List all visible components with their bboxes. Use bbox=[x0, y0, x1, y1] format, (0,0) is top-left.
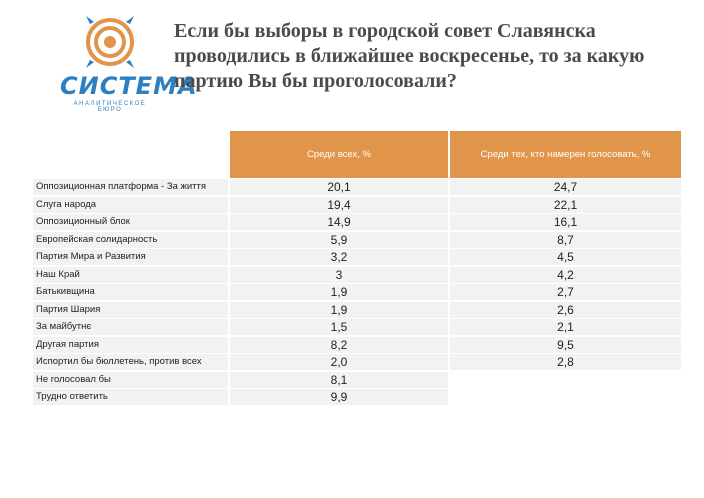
table-row: За майбутнє 1,5 2,1 bbox=[33, 318, 681, 336]
logo-subtitle: АНАЛИТИЧЕСКОЕ БЮРО bbox=[73, 101, 147, 113]
value-voters: 4,2 bbox=[450, 266, 681, 283]
value-all: 8,1 bbox=[230, 371, 448, 388]
table-row: Другая партия 8,2 9,5 bbox=[33, 336, 681, 354]
table-row: Наш Край 3 4,2 bbox=[33, 266, 681, 284]
page-title: Если бы выборы в городской совет Славянс… bbox=[174, 20, 645, 92]
party-label: Европейская солидарность bbox=[33, 231, 228, 248]
table-row: Оппозиционный блок 14,9 16,1 bbox=[33, 213, 681, 231]
value-voters: 2,8 bbox=[450, 354, 681, 370]
value-all: 20,1 bbox=[230, 179, 448, 195]
table-row: Трудно ответить 9,9 bbox=[33, 388, 681, 406]
party-label: Партия Шария bbox=[33, 301, 228, 318]
party-label: Оппозиционный блок bbox=[33, 214, 228, 230]
table-row: Оппозиционная платформа - За життя 20,1 24… bbox=[33, 178, 681, 196]
party-label: За майбутнє bbox=[33, 319, 228, 335]
table-row: Не голосовал бы 8,1 bbox=[33, 371, 681, 389]
value-all: 2,0 bbox=[230, 354, 448, 370]
value-voters: 8,7 bbox=[450, 231, 681, 248]
header-all: Среди всех, % bbox=[230, 131, 448, 178]
value-voters: 16,1 bbox=[450, 214, 681, 230]
results-table: Среди всех, % Среди тех, кто намерен гол… bbox=[33, 131, 681, 406]
party-label: Трудно ответить bbox=[33, 389, 228, 405]
value-all: 3 bbox=[230, 266, 448, 283]
value-all: 1,5 bbox=[230, 319, 448, 335]
value-all: 1,9 bbox=[230, 284, 448, 300]
logo-name: СИСТЕМА bbox=[60, 72, 198, 100]
value-voters: 2,6 bbox=[450, 301, 681, 318]
party-label: Другая партия bbox=[33, 336, 228, 353]
table-header: Среди всех, % Среди тех, кто намерен гол… bbox=[33, 131, 681, 178]
party-label: Наш Край bbox=[33, 266, 228, 283]
table-row: Слуга народа 19,4 22,1 bbox=[33, 196, 681, 214]
value-voters: 9,5 bbox=[450, 336, 681, 353]
target-icon bbox=[86, 16, 134, 68]
header-voters: Среди тех, кто намерен голосовать, % bbox=[450, 131, 681, 178]
value-voters: 2,1 bbox=[450, 319, 681, 335]
value-all: 5,9 bbox=[230, 231, 448, 248]
logo: СИСТЕМА АНАЛИТИЧЕСКОЕ БЮРО bbox=[60, 12, 198, 113]
table-row: Батькивщина 1,9 2,7 bbox=[33, 283, 681, 301]
value-all: 19,4 bbox=[230, 196, 448, 213]
party-label: Батькивщина bbox=[33, 284, 228, 300]
table-row: Партия Мира и Развития 3,2 4,5 bbox=[33, 248, 681, 266]
party-label: Партия Мира и Развития bbox=[33, 249, 228, 265]
value-voters: 2,7 bbox=[450, 284, 681, 300]
value-voters: 22,1 bbox=[450, 196, 681, 213]
value-voters bbox=[450, 389, 681, 405]
table-row: Испортил бы бюллетень, против всех 2,0 2,8 bbox=[33, 353, 681, 371]
party-label: Испортил бы бюллетень, против всех bbox=[33, 354, 228, 370]
value-all: 14,9 bbox=[230, 214, 448, 230]
table-row: Европейская солидарность 5,9 8,7 bbox=[33, 231, 681, 249]
value-all: 8,2 bbox=[230, 336, 448, 353]
value-voters bbox=[450, 372, 681, 388]
party-label: Не голосовал бы bbox=[33, 371, 228, 388]
value-voters: 4,5 bbox=[450, 249, 681, 265]
value-all: 3,2 bbox=[230, 249, 448, 265]
table-body: Оппозиционная платформа - За життя 20,1 24… bbox=[33, 178, 681, 406]
table-row: Партия Шария 1,9 2,6 bbox=[33, 301, 681, 319]
party-label: Слуга народа bbox=[33, 196, 228, 213]
value-all: 9,9 bbox=[230, 389, 448, 405]
value-all: 1,9 bbox=[230, 301, 448, 318]
value-voters: 24,7 bbox=[450, 179, 681, 195]
party-label: Оппозиционная платформа - За життя bbox=[33, 179, 228, 195]
